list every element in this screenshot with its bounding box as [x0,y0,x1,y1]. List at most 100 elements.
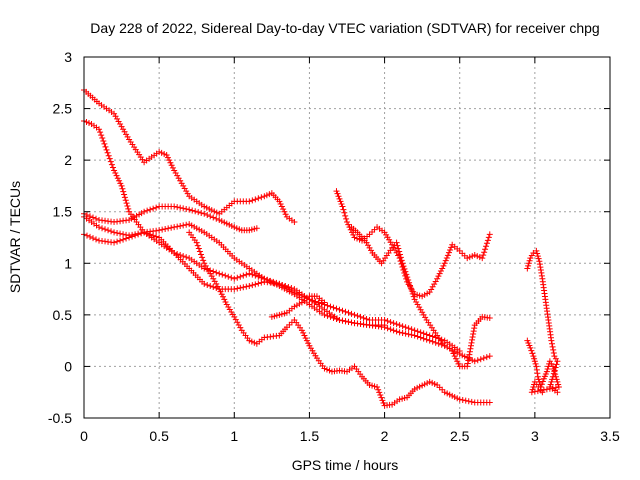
data-point [323,366,330,373]
data-point [161,150,168,157]
data-point [87,233,94,240]
data-point [402,330,409,337]
data-point [525,262,532,269]
data-point [189,207,196,214]
data-point [467,345,474,352]
data-point [131,214,138,221]
data-point [484,237,491,244]
data-point [445,249,452,256]
data-point [213,209,220,216]
data-point [236,226,243,233]
data-points [81,87,562,409]
data-point [121,191,128,198]
data-point [530,384,537,391]
x-axis-title: GPS time / hours [292,457,399,473]
data-point [207,282,214,289]
data-point [251,339,258,346]
data-point [338,200,345,207]
data-point [533,363,540,370]
data-point [200,257,207,264]
data-point [104,149,111,156]
data-point [288,285,295,292]
data-point [357,313,364,320]
data-point [240,284,247,291]
data-point [156,148,163,155]
data-point [219,271,226,278]
y-tick-label: 1.5 [53,204,73,220]
data-point [136,211,143,218]
data-point [336,306,343,313]
y-tick-label: 0 [64,358,72,374]
data-point [277,200,284,207]
data-point [213,269,220,276]
data-point [159,226,166,233]
data-point [210,268,217,275]
data-point [407,285,414,292]
data-point [339,317,346,324]
data-point [462,397,469,404]
data-point [377,392,384,399]
data-point [321,365,328,372]
data-point [301,332,308,339]
data-point [554,378,561,385]
data-point [403,271,410,278]
data-point [534,250,541,257]
data-point [234,319,241,326]
data-point [405,325,412,332]
data-point [476,254,483,261]
data-point [459,352,466,359]
data-point [402,324,409,331]
data-point [345,221,352,228]
data-point [334,190,341,197]
data-point [454,395,461,402]
data-point [180,222,187,229]
data-point [429,333,436,340]
data-point [444,390,451,397]
data-point [102,143,109,150]
x-tick-label: 0.5 [149,428,169,444]
data-point [249,197,256,204]
data-point [434,275,441,282]
data-point [354,312,361,319]
data-point [195,245,202,252]
data-point [552,373,559,380]
data-point [231,275,238,282]
data-point [105,152,112,159]
data-point [193,239,200,246]
data-point [421,381,428,388]
data-point [93,215,100,222]
data-point [533,366,540,373]
data-point [180,253,187,260]
data-point [324,302,331,309]
data-point [396,248,403,255]
data-point [268,313,275,320]
data-point [480,252,487,259]
data-point [348,319,355,326]
data-point [201,203,208,210]
data-point [248,338,255,345]
data-point [387,326,394,333]
data-point [232,316,239,323]
series-sat-c [81,203,260,234]
data-point [464,360,471,367]
data-point [191,223,198,230]
data-point [538,381,545,388]
data-point [424,380,431,387]
data-point [93,236,100,243]
data-point [534,253,541,260]
data-point [196,248,203,255]
data-point [282,282,289,289]
data-point [100,137,107,144]
data-point [204,212,211,219]
data-point [408,326,415,333]
data-point [380,399,387,406]
data-point [305,340,312,347]
data-point [342,212,349,219]
data-point [404,274,411,281]
data-point [298,327,305,334]
data-point [468,398,475,405]
data-point [246,337,253,344]
data-point [258,279,265,286]
data-point [128,215,135,222]
data-point [483,240,490,247]
